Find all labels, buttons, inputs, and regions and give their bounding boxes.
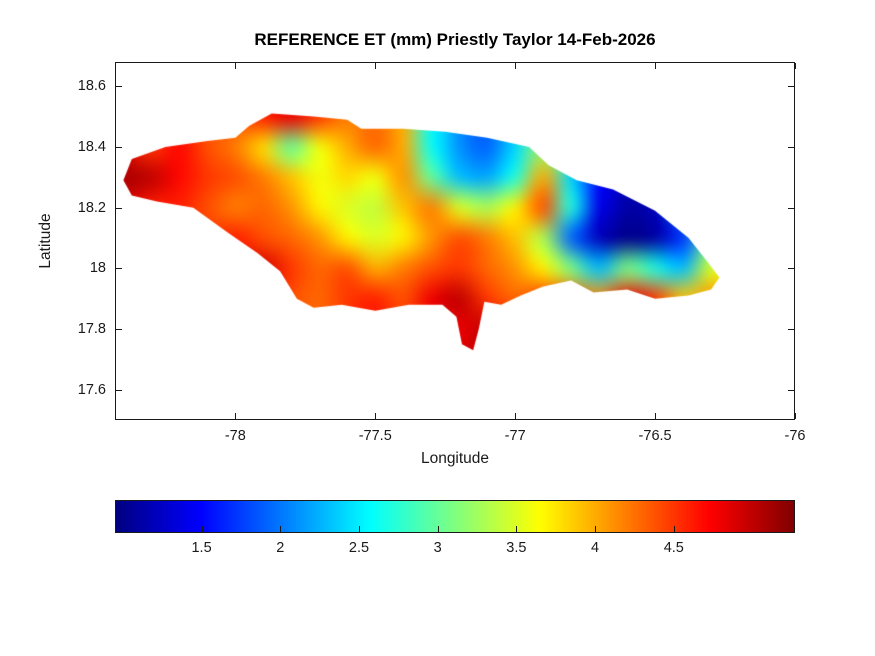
y-tick-mark xyxy=(788,389,794,391)
y-tick-label: 18 xyxy=(89,260,106,277)
colorbar-tick-mark xyxy=(516,526,518,532)
y-tick-mark xyxy=(116,268,122,270)
y-tick-label: 18.4 xyxy=(77,138,106,155)
x-tick-label: -77 xyxy=(504,428,526,444)
y-tick-mark xyxy=(788,207,794,209)
chart-title: REFERENCE ET (mm) Priestly Taylor 14-Feb… xyxy=(254,30,656,49)
colorbar-tick-mark xyxy=(437,526,439,532)
colorbar-tick-label: 1.5 xyxy=(191,540,212,556)
colorbar-tick-label: 3 xyxy=(433,540,442,556)
y-tick-label: 17.8 xyxy=(77,320,106,337)
x-tick-mark xyxy=(655,413,657,419)
colorbar-tick-mark xyxy=(201,526,203,532)
x-tick-mark xyxy=(795,413,796,419)
y-tick-mark xyxy=(116,328,122,330)
y-tick-label: 18.6 xyxy=(77,78,106,95)
y-axis-label: Latitude xyxy=(37,213,54,269)
y-tick-mark xyxy=(116,146,122,148)
y-tick-mark xyxy=(116,207,122,209)
colorbar-tick-mark xyxy=(358,526,360,532)
colorbar-canvas xyxy=(115,500,795,533)
x-tick-mark xyxy=(655,63,657,69)
y-tick-mark xyxy=(788,86,794,88)
y-tick-mark xyxy=(788,146,794,148)
colorbar-tick-label: 4.5 xyxy=(663,540,684,556)
x-tick-label: -78 xyxy=(224,428,246,444)
x-axis-label: Longitude xyxy=(420,450,490,467)
plot-area-border xyxy=(115,62,795,420)
x-tick-label: -76 xyxy=(784,428,806,444)
x-tick-mark xyxy=(515,63,517,69)
colorbar-tick-label: 2.5 xyxy=(348,540,370,556)
map-canvas xyxy=(115,62,795,420)
colorbar-tick-mark xyxy=(280,526,282,532)
x-tick-mark xyxy=(375,413,377,419)
x-tick-label: -77.5 xyxy=(358,428,392,444)
colorbar-tick-label: 4 xyxy=(591,540,600,556)
y-tick-label: 18.2 xyxy=(77,199,106,216)
x-tick-mark xyxy=(375,63,377,69)
x-tick-label: -76.5 xyxy=(638,428,672,444)
colorbar-tick-mark xyxy=(673,526,675,532)
x-tick-mark xyxy=(235,413,237,419)
y-tick-label: 17.6 xyxy=(77,381,106,398)
y-tick-mark xyxy=(788,268,794,270)
colorbar-tick-label: 2 xyxy=(276,540,285,556)
colorbar-tick-label: 3.5 xyxy=(506,540,527,556)
y-tick-mark xyxy=(788,328,794,330)
x-tick-mark xyxy=(515,413,517,419)
y-tick-mark xyxy=(116,389,122,391)
x-tick-mark xyxy=(235,63,237,69)
y-tick-mark xyxy=(116,86,122,88)
colorbar-tick-mark xyxy=(595,526,597,532)
colorbar-border xyxy=(115,500,795,533)
x-tick-mark xyxy=(795,63,796,69)
